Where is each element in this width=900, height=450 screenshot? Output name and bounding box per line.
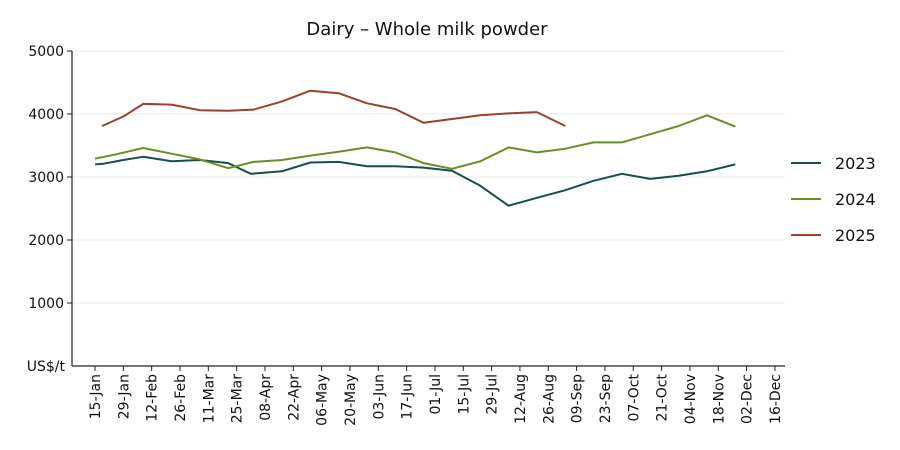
x-tick-label: 12-Aug xyxy=(513,374,529,424)
legend-label: 2025 xyxy=(835,226,876,245)
x-tick-label: 26-Aug xyxy=(541,374,557,424)
x-tick-label: 02-Dec xyxy=(740,374,756,424)
x-tick-label: 11-Mar xyxy=(201,374,217,424)
series-line-2025 xyxy=(101,89,566,127)
x-tick-label: 08-Apr xyxy=(258,374,274,421)
series-line-2023 xyxy=(94,155,736,207)
x-tick-label: 29-Jan xyxy=(116,374,132,419)
x-tick-label: 29-Jul xyxy=(485,374,501,415)
series-line-2024 xyxy=(94,114,736,170)
y-axis-ticks: 1000 2000 3000 4000 5000 xyxy=(28,44,72,312)
legend-label: 2024 xyxy=(835,190,876,209)
x-tick-label: 06-May xyxy=(315,374,331,426)
y-tick-label: 2000 xyxy=(28,233,64,249)
y-tick-label: 1000 xyxy=(28,296,64,312)
x-tick-label: 15-Jul xyxy=(456,374,472,415)
x-tick-label: 09-Sep xyxy=(570,374,586,423)
chart-title: Dairy – Whole milk powder xyxy=(306,19,548,40)
x-tick-label: 17-Jun xyxy=(400,374,416,420)
legend-label: 2023 xyxy=(835,154,876,173)
x-tick-label: 04-Nov xyxy=(683,374,699,424)
series-lines xyxy=(94,89,736,207)
y-tick-label: 3000 xyxy=(28,170,64,186)
x-tick-label: 23-Sep xyxy=(598,374,614,423)
y-tick-label: 5000 xyxy=(28,44,64,60)
y-axis-label: US$/t xyxy=(27,359,66,375)
x-tick-label: 18-Nov xyxy=(711,374,727,424)
axes xyxy=(71,51,785,367)
x-tick-label: 07-Oct xyxy=(626,373,642,421)
x-tick-label: 01-Jul xyxy=(428,374,444,415)
legend: 2023 2024 2025 xyxy=(791,154,876,245)
x-tick-label: 16-Dec xyxy=(768,374,784,424)
x-tick-label: 12-Feb xyxy=(145,374,161,422)
x-tick-label: 20-May xyxy=(343,374,359,426)
x-tick-label: 25-Mar xyxy=(230,374,246,424)
x-tick-label: 15-Jan xyxy=(88,374,104,419)
x-tick-label: 26-Feb xyxy=(173,374,189,422)
x-tick-label: 22-Apr xyxy=(286,374,302,421)
y-tick-label: 4000 xyxy=(28,107,64,123)
x-tick-label: 21-Oct xyxy=(655,373,671,421)
gridlines xyxy=(72,50,785,304)
x-tick-label: 03-Jun xyxy=(371,374,387,420)
x-axis-ticks: 15-Jan 29-Jan 12-Feb 26-Feb 11-Mar 25-Mar 08-A… xyxy=(88,366,784,426)
